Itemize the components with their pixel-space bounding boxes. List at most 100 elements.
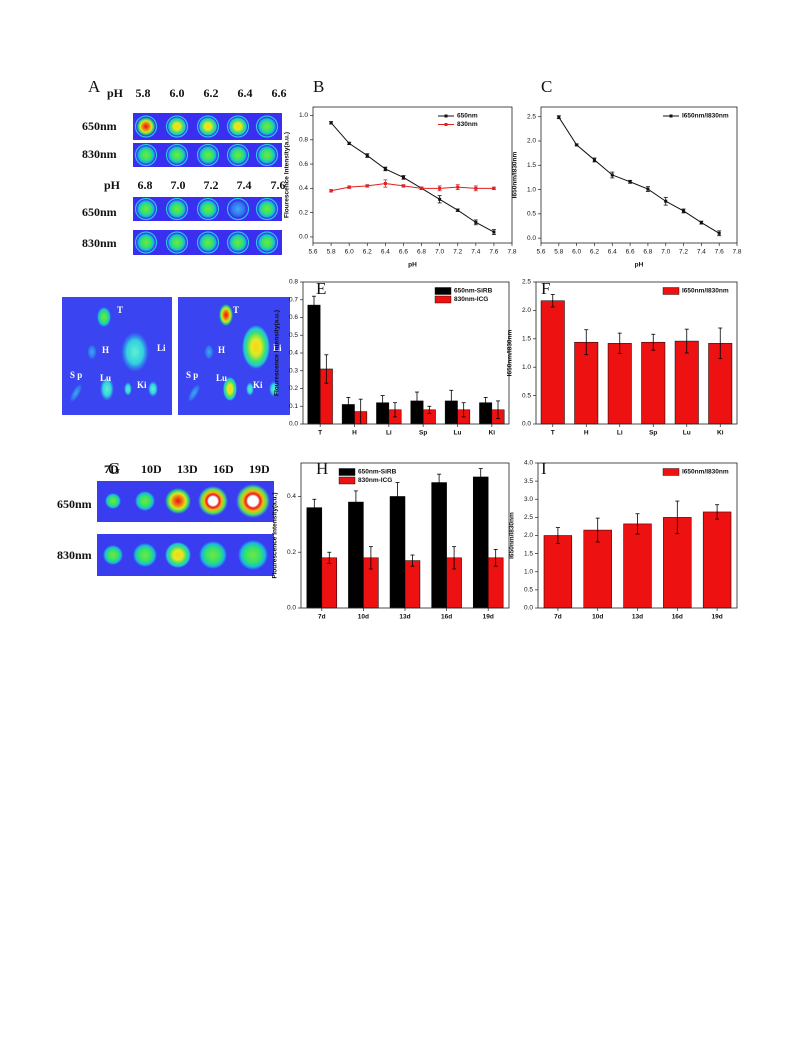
x-tick-label: 10d [358,614,369,621]
ph-value: 6.4 [238,86,253,100]
spot-ring [226,197,250,221]
error-bar [595,517,600,543]
error-bar [368,546,373,570]
error-bar [684,328,689,354]
x-tick-label: 5.6 [536,249,545,256]
legend-swatch [338,476,356,485]
x-tick-label: H [352,430,357,437]
legend-swatch [662,468,680,476]
organ-label: Ki [137,380,147,390]
y-tick-label: 0.0 [524,605,533,612]
y-tick-label: 0.2 [289,385,298,392]
y-tick-label: 0.5 [522,392,531,399]
legend-marker [669,114,673,118]
spot-ring [196,231,220,254]
y-axis-label: Flourescence Intensity(a.u.) [284,132,291,218]
organ-label: S p [70,370,82,380]
x-tick-label: T [551,430,555,437]
spot [136,145,156,165]
x-tick-label: 16d [441,614,452,621]
x-tick-label: 10d [592,614,603,621]
bar [641,341,666,425]
x-tick-label: 6.8 [417,249,426,256]
data-point [717,231,721,235]
y-tick-label: 0.4 [299,185,308,192]
spot-ring [134,143,158,167]
error-bar [461,402,466,418]
tumor-signal [198,486,228,516]
tumor-signal [236,484,270,518]
y-tick-label: 1.5 [524,550,533,557]
y-tick-label: 0.0 [527,235,536,242]
data-point [557,115,561,119]
ph-value: 7.2 [204,178,219,192]
day-label: 13D [177,462,198,476]
tumor-signal [135,491,155,511]
spot [257,233,277,252]
ph-value: 7.6 [271,178,286,192]
x-tick-label: 6.0 [345,249,354,256]
error-bar [410,554,415,567]
legend-swatch [662,287,680,295]
data-point [664,199,668,203]
organ-signal [87,344,97,360]
ph-value: 6.6 [272,86,287,100]
organ-label: Li [157,343,166,353]
ph-value: 5.8 [136,86,151,100]
y-tick-label: 0.0 [299,234,308,241]
panel-letter: F [541,279,550,298]
y-tick-label: 2.5 [522,279,531,286]
error-bar [483,396,488,409]
organ-signal [69,383,83,403]
legend-label: I650nm/I830nm [682,113,729,120]
plot-frame [300,462,510,609]
y-tick-label: 0.2 [287,549,296,556]
error-bar [427,405,432,414]
spot-ring [226,231,250,254]
bar [306,507,323,609]
spot [228,117,248,136]
x-tick-label: 7.4 [697,249,706,256]
organ-label: H [218,345,225,355]
spot [198,145,218,165]
legend-label: 830nm-ICG [454,296,488,303]
error-bar [414,391,419,411]
y-tick-label: 0.5 [527,211,536,218]
tumor-signal [199,541,227,569]
error-bar [493,549,498,567]
bar [389,496,406,609]
organ-label: T [117,305,123,315]
data-point [438,197,442,201]
organ-signal [187,383,201,403]
spot [136,199,156,219]
spot-ring [255,197,279,221]
data-point [347,185,351,189]
y-tick-label: 0.0 [522,421,531,428]
spot-ring [226,143,250,167]
legend-label: 650nm [457,113,478,120]
error-bar [346,396,351,412]
error-bar [718,327,723,360]
organ-signal [223,377,237,401]
data-point [474,186,478,190]
x-tick-label: 7d [554,614,562,621]
spot [167,199,187,219]
y-axis-label: Flourescence Intensity(a.u.) [272,493,279,579]
organ-label: T [233,305,239,315]
data-point [456,185,460,189]
spot [136,233,156,252]
y-tick-label: 2.0 [524,532,533,539]
ph-value: 7.0 [171,178,186,192]
organ-label: Ki [253,380,263,390]
spot [257,145,277,165]
x-tick-label: 13d [632,614,643,621]
data-point [383,167,387,171]
x-tick-label: 6.6 [626,249,635,256]
data-point [456,208,460,212]
ph-value: 6.8 [138,178,153,192]
panel-letter: H [316,459,328,478]
error-bar [651,333,656,351]
y-axis-label: I650nm/I830nm [509,512,516,559]
x-tick-label: 6.4 [381,249,390,256]
x-tick-label: Sp [649,430,657,437]
